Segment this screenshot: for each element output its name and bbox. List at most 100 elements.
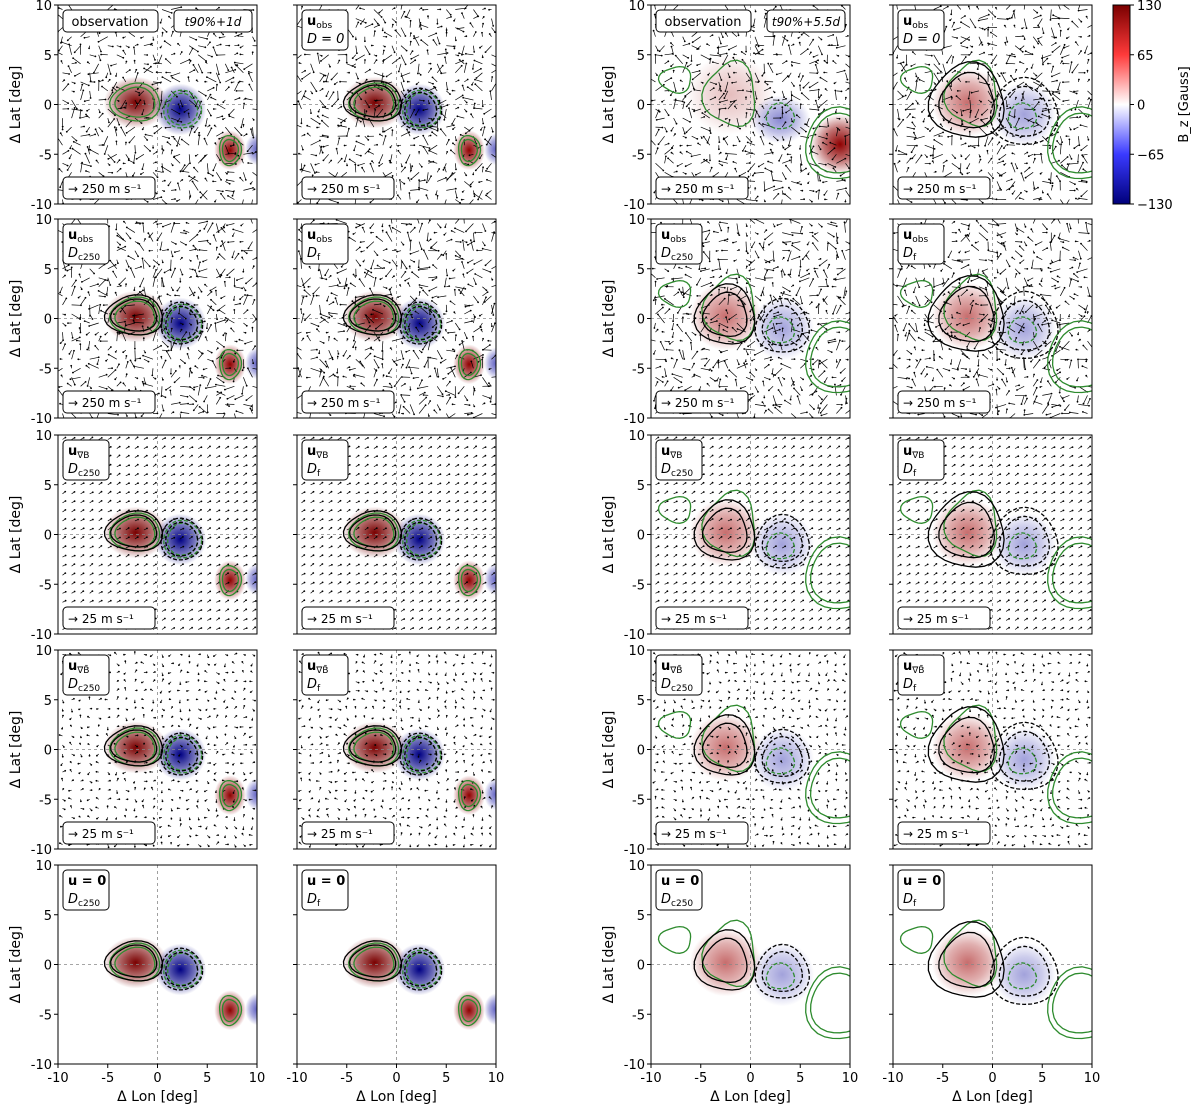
arrow-head <box>691 78 694 81</box>
arrow-head <box>784 193 786 196</box>
arrow-head <box>75 61 77 64</box>
velocity-arrow <box>98 279 106 288</box>
velocity-arrow <box>691 172 695 178</box>
arrow-head <box>68 73 70 75</box>
velocity-arrow <box>763 18 767 28</box>
arrow-head <box>97 283 99 286</box>
arrow-head <box>402 80 405 83</box>
arrow-head <box>218 36 221 39</box>
contour-line <box>657 65 692 94</box>
arrow-head <box>969 111 972 114</box>
arrow-head <box>86 385 89 387</box>
velocity-arrow <box>409 59 416 65</box>
velocity-arrow <box>1067 162 1079 165</box>
velocity-arrow <box>210 97 217 101</box>
velocity-arrow <box>216 377 224 383</box>
velocity-arrow <box>933 54 940 65</box>
arrow-head <box>176 120 179 123</box>
arrow-head <box>1064 205 1066 207</box>
arrow-head <box>1011 152 1014 155</box>
velocity-arrow <box>325 72 330 82</box>
velocity-arrow <box>468 199 474 204</box>
arrow-head <box>757 165 760 168</box>
arrow-head <box>83 320 86 322</box>
velocity-arrow <box>764 152 773 155</box>
arrow-head <box>239 302 242 305</box>
arrow-head <box>293 96 295 98</box>
arrow-head <box>417 72 419 75</box>
contour-line <box>218 348 243 381</box>
arrow-head <box>230 145 232 147</box>
velocity-arrow <box>103 136 109 146</box>
velocity-arrow <box>819 126 828 128</box>
velocity-arrow <box>188 128 193 137</box>
velocity-arrow <box>725 81 729 92</box>
arrow-head <box>1079 116 1082 118</box>
arrow-head <box>134 388 137 390</box>
arrow-head <box>128 141 131 144</box>
velocity-arrow <box>117 235 126 242</box>
arrow-head <box>656 74 658 76</box>
velocity-arrow <box>781 35 786 46</box>
arrow-head <box>138 243 141 245</box>
arrow-head <box>761 48 764 51</box>
arrow-head <box>966 172 969 175</box>
arrow-head <box>962 109 965 112</box>
velocity-arrow <box>98 113 103 119</box>
arrow-head <box>476 15 479 18</box>
arrow-head <box>987 26 990 29</box>
velocity-arrow <box>249 408 253 414</box>
arrow-head <box>80 109 83 112</box>
velocity-arrow <box>1000 72 1007 83</box>
arrow-head <box>896 56 898 59</box>
velocity-arrow <box>1072 63 1079 73</box>
arrow-head <box>1035 74 1038 77</box>
arrow-head <box>802 75 804 77</box>
arrow-head <box>212 169 215 172</box>
velocity-arrow <box>411 172 420 180</box>
velocity-arrow <box>722 54 729 65</box>
velocity-arrow <box>441 112 447 119</box>
arrow-head <box>966 167 968 170</box>
velocity-arrow <box>718 109 720 119</box>
arrow-head <box>321 134 324 137</box>
arrow-head <box>420 7 423 10</box>
arrow-head <box>133 321 136 324</box>
arrow-head <box>165 71 168 74</box>
arrow-head <box>911 121 914 124</box>
velocity-arrow <box>433 39 438 46</box>
arrow-head <box>61 125 64 128</box>
arrow-head <box>108 164 111 166</box>
arrow-head <box>102 304 105 306</box>
velocity-arrow <box>915 80 918 91</box>
arrow-head <box>791 94 793 97</box>
arrow-head <box>710 166 713 169</box>
arrow-head <box>752 131 755 134</box>
arrow-head <box>317 110 320 113</box>
arrow-head <box>183 164 186 167</box>
arrow-head <box>238 97 241 99</box>
arrow-head <box>223 346 225 348</box>
velocity-arrow <box>225 190 234 192</box>
velocity-arrow <box>301 165 305 173</box>
arrow-head <box>980 119 983 122</box>
arrow-head <box>125 102 128 105</box>
arrow-head <box>940 70 942 73</box>
arrow-head <box>693 110 695 113</box>
arrow-head <box>671 146 673 149</box>
velocity-arrow <box>133 47 136 55</box>
arrow-head <box>800 163 803 166</box>
arrow-head <box>945 25 948 28</box>
arrow-head <box>209 93 212 96</box>
velocity-arrow <box>226 179 235 182</box>
arrow-head <box>245 282 247 285</box>
arrow-head <box>814 99 817 102</box>
arrow-head <box>657 128 660 131</box>
velocity-arrow <box>893 36 898 41</box>
arrow-head <box>998 141 1001 144</box>
contour-line <box>457 134 482 167</box>
velocity-arrow <box>234 62 244 65</box>
arrow-head <box>199 196 202 199</box>
arrow-head <box>837 192 840 195</box>
arrow-head <box>398 57 401 59</box>
